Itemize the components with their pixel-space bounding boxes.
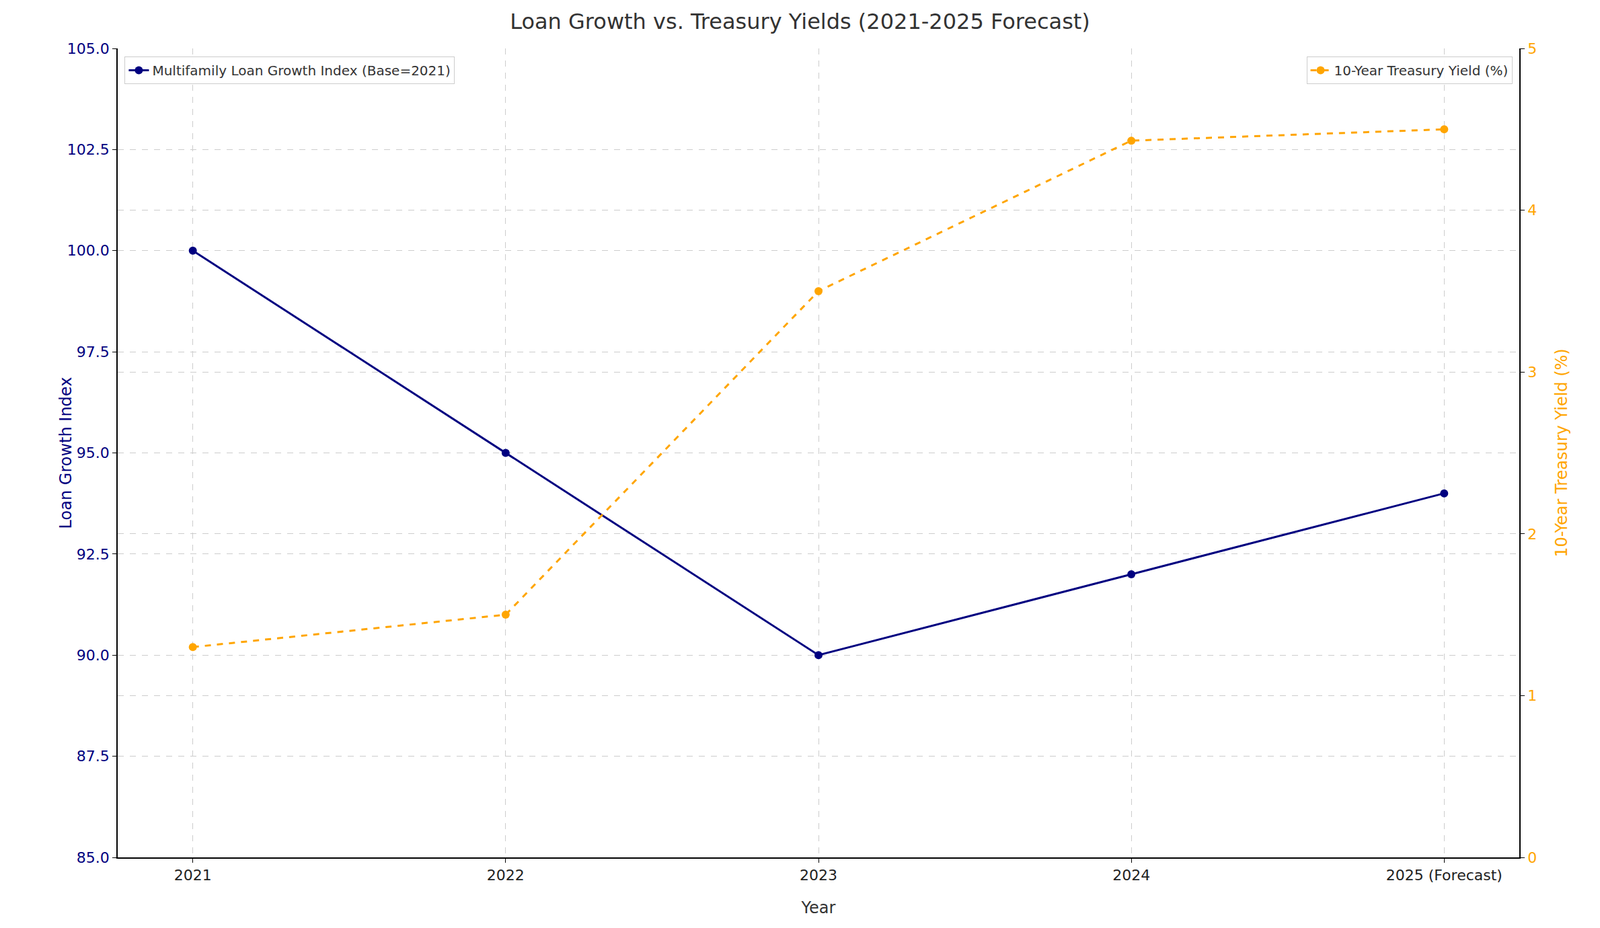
svg-text:Loan Growth Index: Loan Growth Index xyxy=(56,377,76,530)
svg-text:0: 0 xyxy=(1527,849,1537,867)
svg-text:87.5: 87.5 xyxy=(76,747,110,765)
svg-text:2021: 2021 xyxy=(174,866,212,884)
svg-text:10-Year Treasury Yield (%): 10-Year Treasury Yield (%) xyxy=(1334,62,1509,79)
svg-text:Loan Growth vs. Treasury Yield: Loan Growth vs. Treasury Yields (2021-20… xyxy=(509,8,1091,35)
svg-text:10-Year Treasury Yield (%): 10-Year Treasury Yield (%) xyxy=(1552,348,1572,557)
svg-text:102.5: 102.5 xyxy=(67,141,110,159)
svg-text:2: 2 xyxy=(1527,525,1537,543)
svg-text:Year: Year xyxy=(801,898,836,918)
svg-text:2023: 2023 xyxy=(799,866,838,884)
svg-text:92.5: 92.5 xyxy=(76,546,110,563)
svg-text:2025 (Forecast): 2025 (Forecast) xyxy=(1386,866,1503,884)
svg-text:85.0: 85.0 xyxy=(76,849,110,867)
svg-text:100.0: 100.0 xyxy=(67,242,110,259)
svg-text:3: 3 xyxy=(1527,363,1537,381)
svg-text:2024: 2024 xyxy=(1112,866,1151,884)
svg-text:4: 4 xyxy=(1527,201,1537,219)
svg-text:95.0: 95.0 xyxy=(76,444,110,462)
svg-text:5: 5 xyxy=(1527,40,1537,58)
svg-text:97.5: 97.5 xyxy=(76,343,110,361)
svg-text:1: 1 xyxy=(1527,687,1537,705)
svg-text:105.0: 105.0 xyxy=(67,40,110,58)
svg-text:90.0: 90.0 xyxy=(76,646,110,664)
svg-text:Multifamily Loan Growth Index: Multifamily Loan Growth Index (Base=2021… xyxy=(151,62,450,79)
svg-text:2022: 2022 xyxy=(486,866,525,884)
